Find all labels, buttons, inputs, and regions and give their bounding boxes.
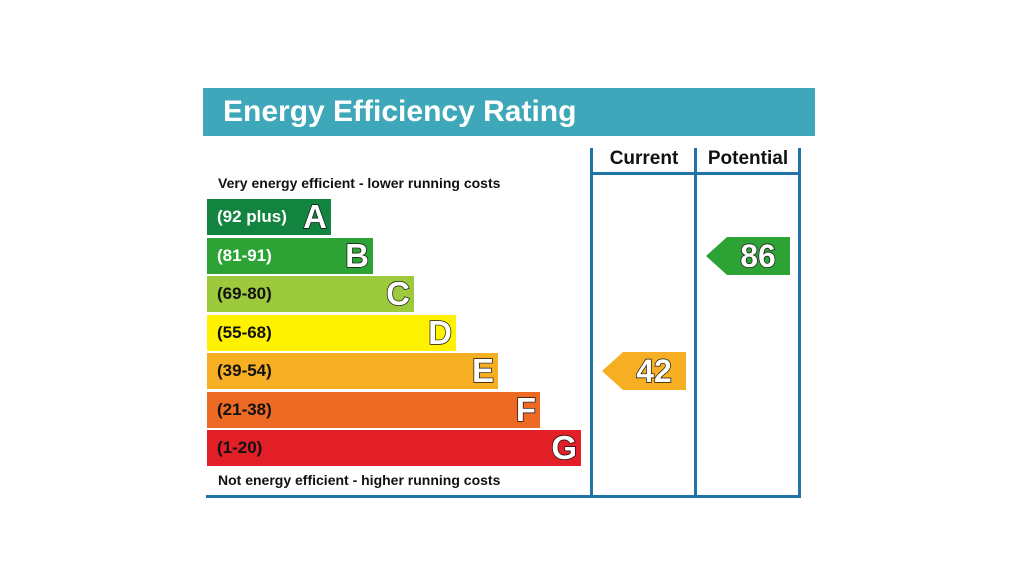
- band-range-label: (81-91): [217, 246, 272, 265]
- current-rating-value: 42: [636, 352, 673, 389]
- band-range-label: (55-68): [217, 323, 272, 342]
- band-range-label: (92 plus): [217, 207, 287, 226]
- rating-band-c: (69-80) C: [207, 274, 414, 313]
- band-letter: D: [427, 313, 452, 351]
- rating-band-f: (21-38) F: [207, 390, 540, 429]
- band-range-label: (21-38): [217, 400, 272, 419]
- column-title-potential: Potential: [707, 148, 789, 169]
- band-letter: G: [551, 428, 578, 466]
- rating-band-g: (1-20) G: [207, 428, 581, 467]
- column-title-current: Current: [609, 148, 679, 169]
- rating-band-d: (55-68) D: [207, 313, 456, 352]
- rating-band-a: (92 plus) A: [207, 197, 331, 236]
- column-header-underline: [590, 172, 801, 175]
- current-rating-arrow: 42: [602, 352, 686, 390]
- column-divider-middle: [694, 148, 697, 498]
- band-letter: E: [471, 351, 494, 389]
- band-letter: C: [385, 274, 410, 312]
- chart-bottom-border: [206, 495, 801, 498]
- top-caption: Very energy efficient - lower running co…: [218, 175, 501, 191]
- page-title: Energy Efficiency Rating: [223, 95, 577, 128]
- column-divider-left: [590, 148, 593, 498]
- band-letter: F: [515, 390, 537, 428]
- header-bar: Energy Efficiency Rating: [203, 88, 815, 136]
- rating-band-b: (81-91) B: [207, 236, 373, 275]
- band-range-label: (39-54): [217, 361, 272, 380]
- band-range-label: (1-20): [217, 438, 263, 457]
- band-letter: A: [302, 197, 327, 235]
- bottom-caption: Not energy efficient - higher running co…: [218, 472, 501, 488]
- potential-rating-value: 86: [740, 237, 777, 274]
- potential-rating-arrow: 86: [706, 237, 790, 275]
- band-letter: B: [344, 236, 369, 274]
- rating-band-e: (39-54) E: [207, 351, 498, 390]
- column-divider-right: [798, 148, 801, 498]
- band-range-label: (69-80): [217, 284, 272, 303]
- current-arrow-shape: [602, 352, 686, 390]
- potential-arrow-shape: [706, 237, 790, 275]
